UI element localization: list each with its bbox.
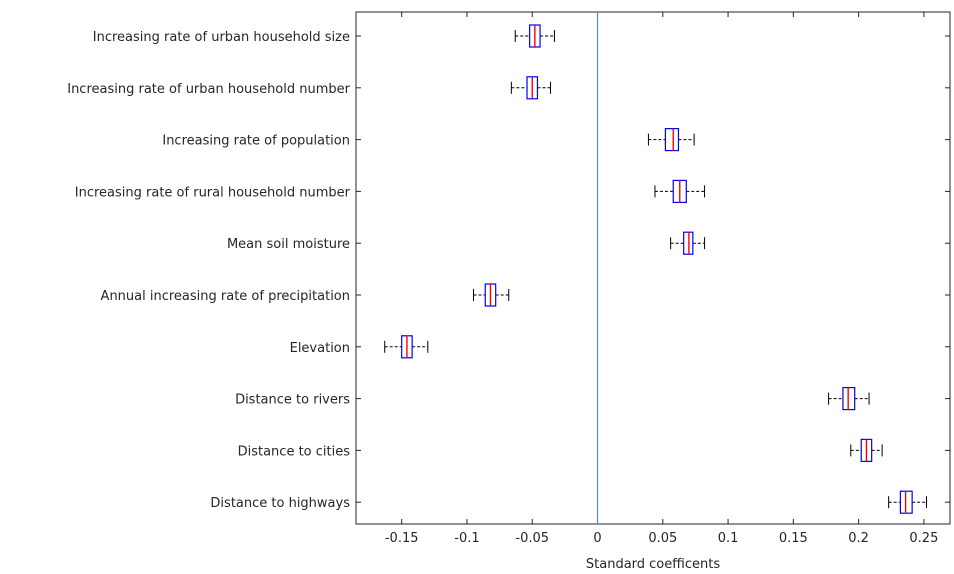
x-tick-label: 0.1 [718,531,739,546]
category-label: Elevation [290,341,350,356]
x-tick-label: 0.25 [909,531,938,546]
iqr-box [664,128,680,152]
category-label: Distance to highways [210,496,350,511]
box-9 [850,438,883,462]
box-5 [670,231,706,255]
category-label: Increasing rate of urban household size [93,30,350,45]
x-tick-label: 0.05 [648,531,677,546]
boxes [384,24,928,514]
category-label: Increasing rate of rural household numbe… [75,185,351,200]
x-tick-label: 0 [593,531,601,546]
x-tick-label: -0.05 [515,531,549,546]
category-label: Distance to cities [238,444,351,459]
x-tick-label: -0.1 [454,531,479,546]
x-ticks: -0.15 -0.1 -0.05 0 0.05 0.1 0.15 0.2 0.25 [356,12,950,546]
box-6 [472,283,510,307]
category-label: Distance to rivers [235,393,350,408]
box-4 [654,179,706,203]
x-axis-title: Standard coefficents [586,557,720,572]
category-label: Increasing rate of urban household numbe… [67,82,350,97]
x-tick-label: 0.2 [848,531,869,546]
category-label: Increasing rate of population [162,134,350,149]
category-label: Mean soil moisture [227,237,350,252]
box-8 [828,387,870,411]
box-7 [384,335,429,359]
category-label: Annual increasing rate of precipitation [101,289,350,304]
category-labels: Increasing rate of urban household size I… [67,30,350,511]
box-1 [514,24,555,48]
box-3 [647,128,695,152]
x-tick-label: -0.15 [385,531,419,546]
plot-area [355,11,951,525]
x-tick-label: 0.15 [779,531,808,546]
box-2 [510,76,552,100]
box-10 [888,490,928,514]
